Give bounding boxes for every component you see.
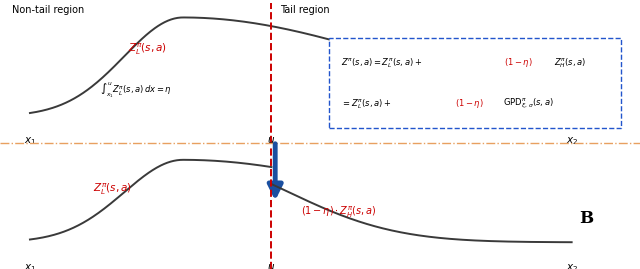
Text: $u$: $u$: [268, 262, 275, 269]
Text: $Z^{\pi}(s,a)=Z_L^{\pi}(s,a)+$: $Z^{\pi}(s,a)=Z_L^{\pi}(s,a)+$: [342, 56, 422, 70]
Text: Non-tail region: Non-tail region: [12, 5, 84, 15]
Text: A: A: [580, 79, 593, 96]
Text: $x_2$: $x_2$: [566, 135, 578, 147]
Text: $Z_L^{\pi}(s,a)$: $Z_L^{\pi}(s,a)$: [93, 181, 132, 197]
Text: $Z_L^{\pi}(s,a)$: $Z_L^{\pi}(s,a)$: [128, 42, 167, 57]
Text: $(1-\eta)$: $(1-\eta)$: [456, 97, 484, 110]
Text: $Z_H^{\pi}(s,a)$: $Z_H^{\pi}(s,a)$: [554, 56, 586, 70]
Text: $Z_H^{\pi}(s,a)$: $Z_H^{\pi}(s,a)$: [360, 45, 399, 60]
Text: B: B: [579, 210, 593, 226]
Text: $(1-\eta)\cdot Z_H^{\pi}(s,a)$: $(1-\eta)\cdot Z_H^{\pi}(s,a)$: [301, 204, 376, 220]
Text: $x_2$: $x_2$: [566, 262, 578, 269]
FancyBboxPatch shape: [329, 38, 621, 128]
Text: $u$: $u$: [268, 135, 275, 145]
Text: $(1-\eta)$: $(1-\eta)$: [504, 56, 533, 69]
Text: $\int_{u}^{x_2} Z_H^{\pi}(s,a)\, dx = 1$: $\int_{u}^{x_2} Z_H^{\pi}(s,a)\, dx = 1$: [330, 75, 403, 94]
Text: $=Z_L^{\pi}(s,a)+$: $=Z_L^{\pi}(s,a)+$: [342, 97, 392, 111]
Text: $\int_{x_1}^{u} Z_L^{\pi}(s,a)\, dx = \eta$: $\int_{x_1}^{u} Z_L^{\pi}(s,a)\, dx = \e…: [100, 80, 172, 100]
Text: $x_1$: $x_1$: [24, 262, 36, 269]
Text: $\mathrm{GPD}_{\xi,\,\sigma}^{\pi}(s,a)$: $\mathrm{GPD}_{\xi,\,\sigma}^{\pi}(s,a)$: [504, 97, 554, 111]
Text: $x_1$: $x_1$: [24, 135, 36, 147]
Text: Tail region: Tail region: [280, 5, 330, 15]
